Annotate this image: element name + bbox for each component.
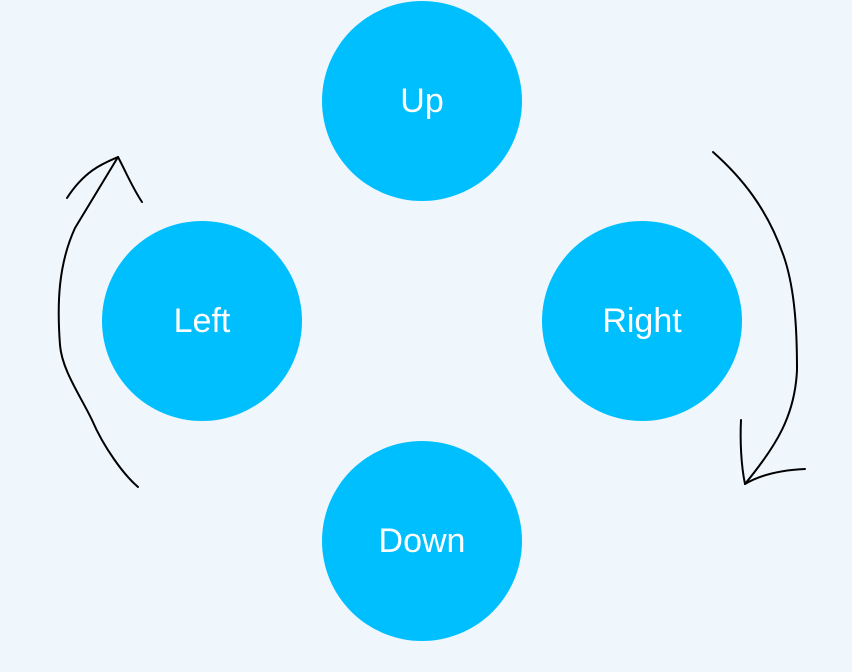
down-label: Down bbox=[378, 521, 466, 560]
left-node[interactable]: Left bbox=[102, 221, 302, 421]
right-arrow-head-left bbox=[739, 419, 746, 485]
left-arrow-head-left bbox=[66, 156, 119, 199]
up-label: Up bbox=[400, 81, 444, 120]
right-node[interactable]: Right bbox=[542, 221, 742, 421]
up-node[interactable]: Up bbox=[322, 1, 522, 201]
right-label: Right bbox=[602, 301, 682, 340]
right-arrow-head-right bbox=[744, 468, 806, 485]
left-arrow-head-right bbox=[117, 156, 143, 203]
down-node[interactable]: Down bbox=[322, 441, 522, 641]
left-label: Left bbox=[173, 301, 231, 340]
